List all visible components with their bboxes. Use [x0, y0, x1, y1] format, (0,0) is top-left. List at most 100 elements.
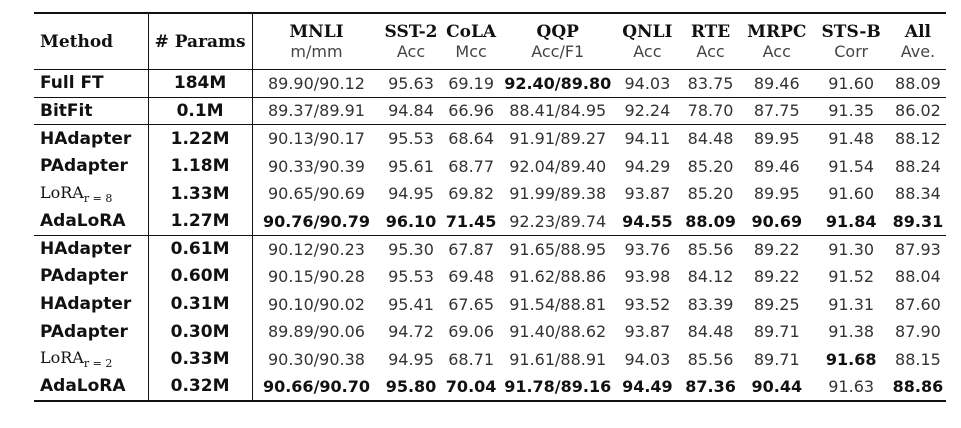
header-task: QQP — [536, 22, 579, 42]
value-cell: 91.54 — [828, 156, 875, 176]
params-cell: 0.30M — [148, 317, 253, 346]
method-cell: PAdapter — [34, 317, 149, 346]
header-metric: Ave. — [900, 42, 936, 61]
params-cell: 184M — [148, 69, 253, 98]
header-task: QNLI — [622, 22, 673, 42]
value-cell: 87.60 — [895, 294, 941, 314]
header-task: RTE — [690, 22, 731, 42]
value-cell: 89.46 — [753, 73, 800, 93]
value-cell: 95.53 — [380, 124, 442, 153]
value-cell: 89.95 — [753, 184, 800, 204]
value-cell: 89.37/89.91 — [252, 96, 381, 125]
value-cell: 90.76/90.79 — [262, 211, 371, 231]
method-cell: LoRAr = 2 — [34, 345, 149, 374]
value-cell: 91.65/88.95 — [500, 234, 615, 263]
value-cell: 93.52 — [624, 294, 671, 314]
value-cell: 69.06 — [448, 322, 495, 342]
value-cell: 69.48 — [448, 266, 495, 286]
table-row: Full FT 184M 89.90/90.12 95.63 69.19 92.40/89… — [34, 69, 946, 98]
header-params: # Params — [148, 13, 253, 70]
value-cell: 90.66/90.70 — [252, 373, 381, 402]
header-row-metrics: m/mm Acc Mcc Acc/F1 Acc Acc Acc Corr Ave… — [34, 42, 946, 70]
value-cell: 87.75 — [741, 96, 813, 125]
value-cell: 90.12/90.23 — [252, 234, 381, 263]
params-cell: 1.22M — [148, 124, 253, 153]
value-cell: 91.38 — [828, 322, 875, 342]
value-cell: 90.65/90.69 — [267, 184, 365, 204]
value-cell: 85.56 — [687, 349, 734, 369]
method-name: LoRAr = 8 — [40, 182, 112, 205]
value-cell: 93.87 — [624, 322, 671, 342]
header-task: STS-B — [821, 22, 881, 42]
value-cell: 88.34 — [895, 184, 941, 204]
value-cell: 91.99/89.38 — [509, 184, 607, 204]
value-cell: 91.30 — [812, 234, 890, 263]
table-row: LoRAr = 8 1.33M 90.65/90.69 94.95 69.82 91.99… — [34, 179, 946, 208]
method-label: LoRA — [40, 182, 84, 202]
header-metric: Acc — [633, 42, 662, 61]
table-row: PAdapter 0.30M 89.89/90.06 94.72 69.06 91.40/… — [34, 317, 946, 346]
value-cell: 95.61 — [388, 156, 434, 176]
value-cell: 87.90 — [895, 322, 941, 342]
value-cell: 88.09 — [685, 211, 736, 231]
value-cell: 95.53 — [388, 266, 434, 286]
table-row: LoRAr = 2 0.33M 90.30/90.38 94.95 68.71 91.61… — [34, 345, 946, 374]
table-row: HAdapter 0.31M 90.10/90.02 95.41 67.65 91.54/… — [34, 290, 946, 318]
value-cell: 89.71 — [753, 322, 800, 342]
value-cell: 84.48 — [679, 124, 742, 153]
params-cell: 0.31M — [148, 290, 253, 318]
value-cell: 69.82 — [448, 184, 495, 204]
value-cell: 86.02 — [889, 96, 946, 125]
value-cell: 95.80 — [380, 373, 442, 402]
results-table: Method # Params MNLI SST-2 CoLA QQP QNLI… — [34, 12, 946, 402]
method-subscript: r = 2 — [83, 357, 113, 371]
value-cell: 88.24 — [895, 156, 941, 176]
value-cell: 87.36 — [679, 373, 742, 402]
table-row: AdaLoRA 0.32M 90.66/90.70 95.80 70.04 91.78/8… — [34, 373, 946, 402]
params-cell: 0.61M — [148, 234, 253, 263]
value-cell: 94.95 — [388, 184, 434, 204]
value-cell: 91.31 — [828, 294, 875, 314]
value-cell: 85.56 — [679, 234, 742, 263]
value-cell: 92.24 — [614, 96, 680, 125]
value-cell: 66.96 — [441, 96, 501, 125]
value-cell: 91.52 — [828, 266, 875, 286]
value-cell: 90.13/90.17 — [252, 124, 381, 153]
value-cell: 93.87 — [624, 184, 671, 204]
header-metric: m/mm — [290, 42, 343, 61]
value-cell: 94.95 — [388, 349, 434, 369]
value-cell: 70.04 — [441, 373, 501, 402]
params-cell: 0.33M — [148, 345, 253, 374]
value-cell: 90.30/90.38 — [267, 349, 365, 369]
value-cell: 94.84 — [380, 96, 442, 125]
value-cell: 94.55 — [622, 211, 673, 231]
method-name: LoRAr = 2 — [40, 348, 113, 371]
value-cell: 91.54/88.81 — [509, 294, 607, 314]
value-cell: 92.40/89.80 — [504, 73, 612, 93]
header-task: MNLI — [289, 22, 344, 42]
value-cell: 90.44 — [741, 373, 813, 402]
method-cell: HAdapter — [34, 290, 149, 318]
value-cell: 85.20 — [687, 156, 734, 176]
value-cell: 91.78/89.16 — [500, 373, 615, 402]
header-metric: Corr — [834, 42, 869, 61]
value-cell: 95.63 — [388, 73, 434, 93]
value-cell: 87.93 — [889, 234, 946, 263]
value-cell: 91.60 — [828, 184, 875, 204]
value-cell: 68.64 — [441, 124, 501, 153]
method-cell: AdaLoRA — [34, 207, 149, 236]
value-cell: 84.12 — [687, 266, 734, 286]
table-body: Full FT 184M 89.90/90.12 95.63 69.19 92.40/89… — [34, 69, 946, 402]
value-cell: 68.71 — [448, 349, 495, 369]
value-cell: 91.91/89.27 — [500, 124, 615, 153]
value-cell: 90.10/90.02 — [267, 294, 365, 314]
header-task: SST-2 — [384, 22, 438, 42]
value-cell: 91.35 — [812, 96, 890, 125]
value-cell: 84.48 — [687, 322, 734, 342]
value-cell: 69.19 — [448, 73, 495, 93]
value-cell: 90.33/90.39 — [267, 156, 365, 176]
value-cell: 95.30 — [380, 234, 442, 263]
value-cell: 88.86 — [889, 373, 946, 402]
value-cell: 94.29 — [624, 156, 671, 176]
value-cell: 91.63 — [812, 373, 890, 402]
